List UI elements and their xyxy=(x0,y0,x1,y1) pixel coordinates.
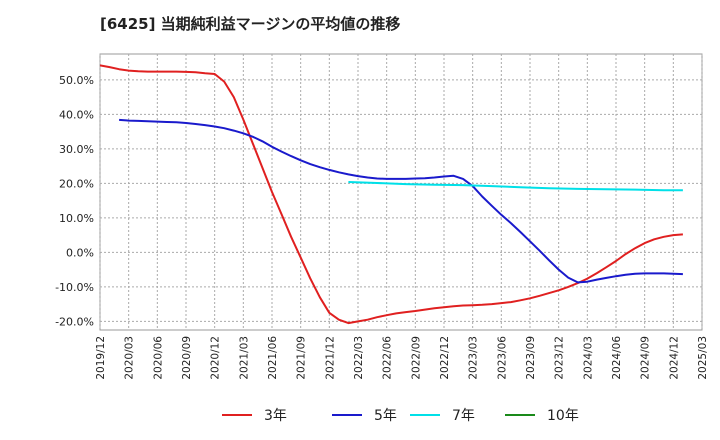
x-tick-label: 2020/12 xyxy=(210,336,222,380)
x-tick-label: 2020/03 xyxy=(124,336,136,380)
x-tick-label: 2024/03 xyxy=(582,336,594,380)
y-tick-label: 30.0% xyxy=(59,143,94,156)
y-tick-label: -10.0% xyxy=(55,281,94,294)
x-tick-label: 2022/03 xyxy=(353,336,365,380)
series-line xyxy=(99,64,683,325)
series-line xyxy=(119,118,683,284)
x-tick-label: 2024/12 xyxy=(668,336,680,380)
x-tick-label: 2021/09 xyxy=(296,336,308,380)
x-tick-label: 2023/03 xyxy=(468,336,480,380)
axes: 50.0% 40.0% 30.0% 20.0% 10.0% 0.0% -10.0% -20.0… xyxy=(55,74,709,380)
x-tick-label: 2020/09 xyxy=(181,336,193,380)
x-tick-label: 2024/06 xyxy=(611,336,623,380)
x-tick-label: 2021/03 xyxy=(238,336,250,380)
legend-label: 5年 xyxy=(374,408,397,424)
y-tick-label: 20.0% xyxy=(59,177,94,190)
legend-label: 7年 xyxy=(452,408,475,424)
y-tick-label: 10.0% xyxy=(59,212,94,225)
legend-label: 10年 xyxy=(547,408,579,424)
x-tick-label: 2019/12 xyxy=(95,336,107,380)
x-tick-label: 2022/12 xyxy=(439,336,451,380)
legend-label: 3年 xyxy=(264,408,287,424)
y-tick-label: 40.0% xyxy=(59,108,94,121)
plot-area xyxy=(99,53,703,331)
x-tick-label: 2021/06 xyxy=(267,336,279,380)
chart-title: [6425] 当期純利益マージンの平均値の推移 xyxy=(100,15,401,33)
x-tick-label: 2022/09 xyxy=(410,336,422,380)
x-tick-label: 2024/09 xyxy=(640,336,652,380)
x-tick-label: 2025/03 xyxy=(697,336,709,380)
x-tick-label: 2023/09 xyxy=(525,336,537,380)
legend: 3年 5年 7年 10年 xyxy=(222,408,579,424)
x-tick-label: 2023/12 xyxy=(554,336,566,380)
y-tick-label: 50.0% xyxy=(59,74,94,87)
series xyxy=(99,64,683,325)
x-tick-label: 2023/06 xyxy=(496,336,508,380)
y-tick-label: -20.0% xyxy=(55,315,94,328)
y-tick-label: 0.0% xyxy=(66,246,94,259)
x-tick-label: 2021/12 xyxy=(324,336,336,380)
series-line xyxy=(348,181,683,192)
x-tick-label: 2022/06 xyxy=(382,336,394,380)
x-tick-label: 2020/06 xyxy=(152,336,164,380)
